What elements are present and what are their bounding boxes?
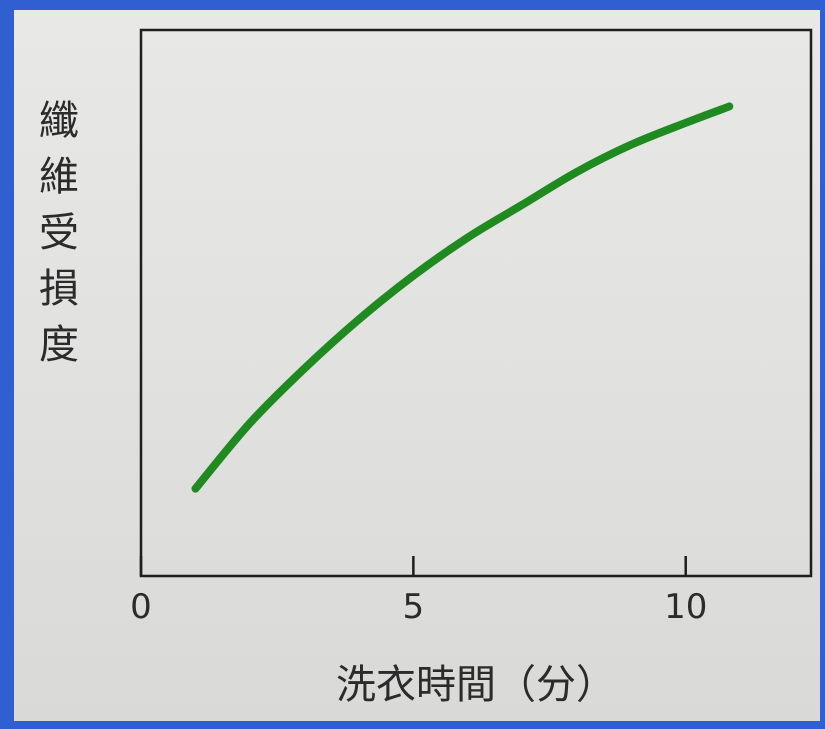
x-axis-title: 洗衣時間（分） (336, 662, 616, 708)
series-line-0 (191, 102, 734, 493)
series-layer (191, 102, 734, 493)
x-tick-label-10: 10 (664, 587, 707, 627)
line-chart: 0 5 10 洗衣時間（分） 纖維受損度 (39, 28, 813, 708)
plot-area (139, 28, 813, 578)
chart-figure: 0 5 10 洗衣時間（分） 纖維受損度 (14, 10, 820, 721)
y-axis-title: 纖維受損度 (39, 98, 79, 368)
x-tick-label-5: 5 (403, 587, 425, 627)
x-tick-label-0: 0 (130, 587, 152, 627)
x-axis-tick-labels: 0 5 10 (130, 587, 707, 627)
x-axis-ticks (139, 556, 687, 576)
